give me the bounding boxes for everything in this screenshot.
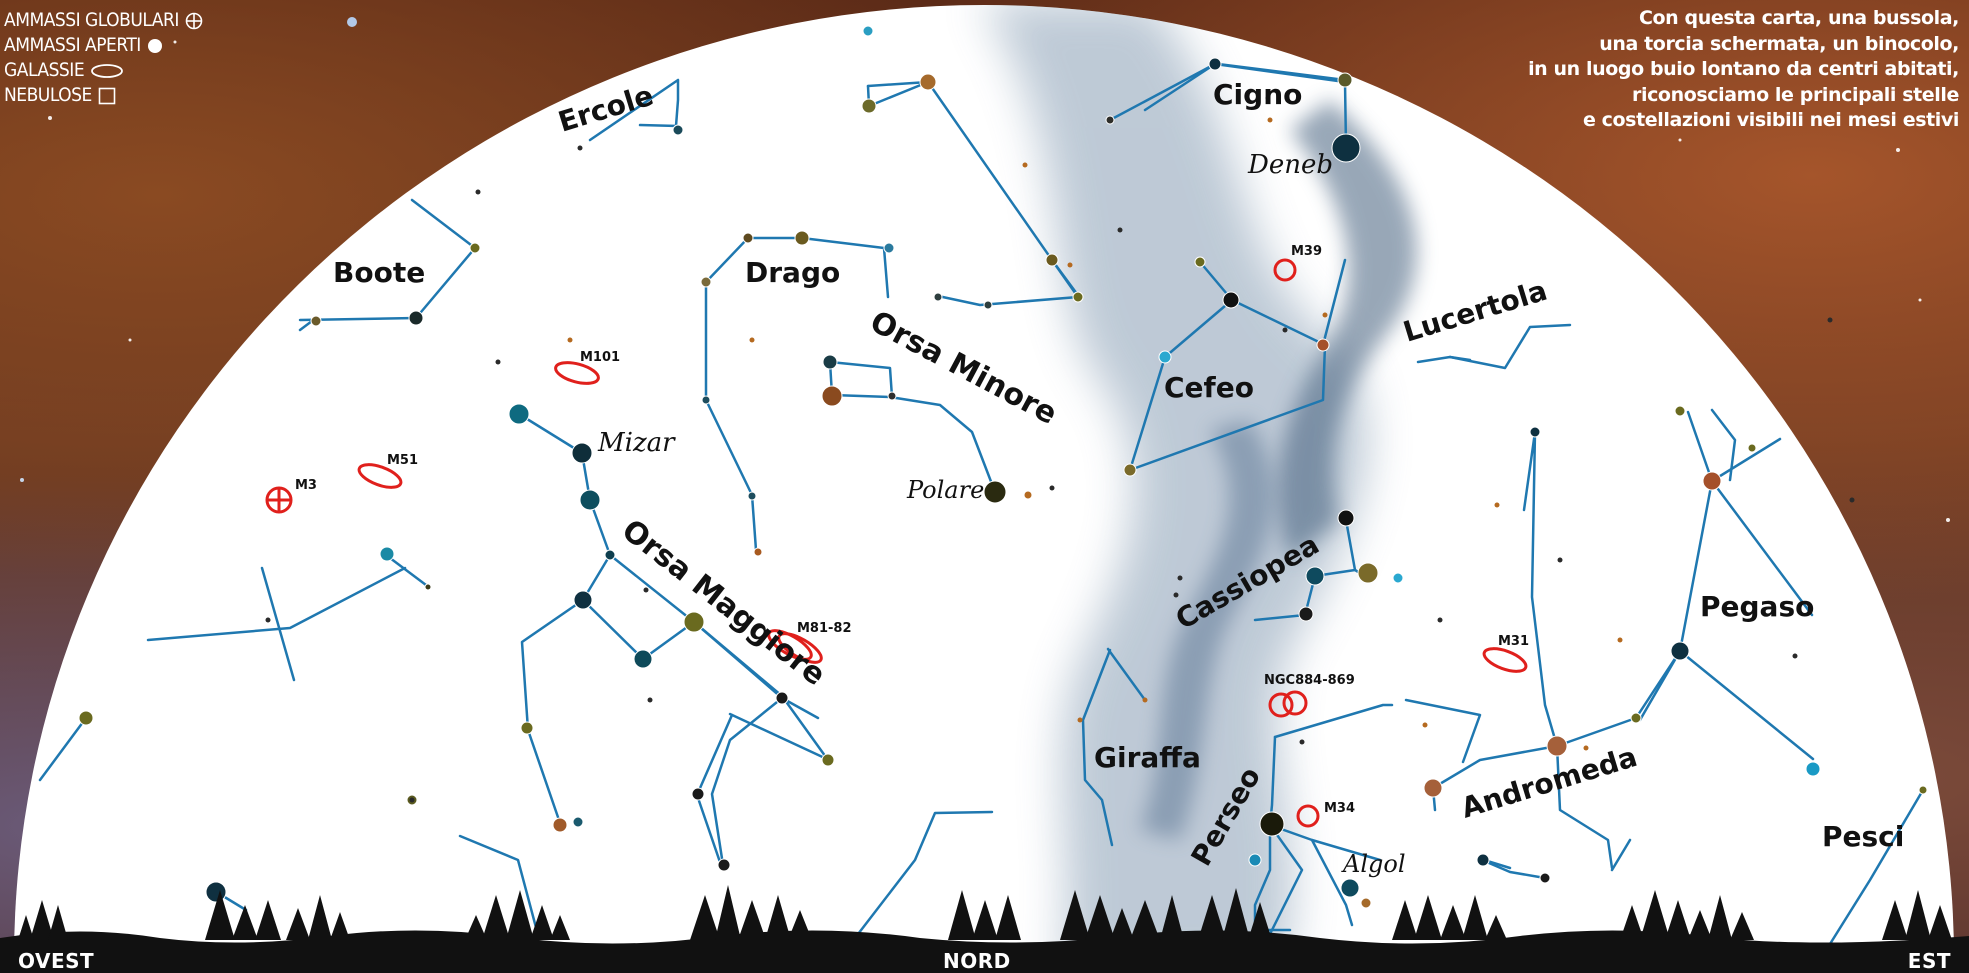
label-drago: Drago [745,256,840,289]
m82-marker [777,632,823,664]
intro-line: in un luogo buio lontano da centri abita… [1528,58,1959,80]
globular-cluster-icon [185,12,203,29]
legend-nebulae-label: NEBULOSE [4,84,92,106]
horizon-west-label: OVEST [18,949,95,973]
legend: AMMASSI GLOBULARI AMMASSI APERTI GALASSI… [4,8,203,108]
label-cigno: Cigno [1213,78,1302,111]
label-m81-82: M81-82 [797,621,852,636]
horizon-silhouette [0,930,1969,973]
ngc884-marker [1268,692,1294,718]
tree-silhouettes [18,885,1952,940]
label-ngc884-869: NGC884-869 [1264,673,1355,688]
m3-marker [265,486,293,514]
nebula-icon [98,87,116,104]
label-cefeo: Cefeo [1164,371,1254,404]
label-m39: M39 [1291,244,1322,259]
intro-line: Con questa carta, una bussola, [1638,7,1959,29]
label-m3: M3 [295,478,317,493]
label-pegaso: Pegaso [1700,590,1814,623]
milky-way [980,5,1417,960]
intro-line: una torcia schermata, un binocolo, [1599,32,1959,55]
galaxy-icon [91,63,124,78]
intro-line: riconosciamo le principali stelle [1631,83,1959,106]
ngc869-marker [1282,690,1308,716]
label-m51: M51 [387,453,418,468]
m101-marker [554,361,600,385]
label-deneb: Deneb [1247,150,1333,180]
intro-line: e costellazioni visibili nei mesi estivi [1582,109,1959,131]
intro-text: Con questa carta, una bussola, una torci… [1439,6,1959,134]
faint-stars [265,95,1855,803]
label-boote: Boote [333,256,425,289]
m31-marker [1482,647,1528,673]
sky-dome [14,5,1954,960]
label-algol: Algol [1341,850,1406,878]
label-mizar: Mizar [597,428,676,458]
legend-open-label: AMMASSI APERTI [4,34,141,56]
label-giraffa: Giraffa [1094,741,1201,774]
legend-globular-label: AMMASSI GLOBULARI [4,9,179,31]
star-names: Deneb Mizar Polare Algol [597,150,1406,878]
legend-galaxies: GALASSIE [4,58,203,83]
label-polare: Polare [906,476,984,504]
object-labels: M101 M51 M3 M39 M81-82 NGC884-869 M31 M3… [295,244,1529,816]
horizon-east-label: EST [1907,949,1951,973]
stars [78,25,1928,909]
m51-marker [357,463,403,489]
legend-galaxies-label: GALASSIE [4,59,85,81]
legend-open: AMMASSI APERTI [4,33,203,58]
m39-marker [1273,258,1297,282]
m81-marker [767,629,813,661]
label-m34: M34 [1324,801,1355,816]
label-m101: M101 [580,350,620,365]
legend-globular: AMMASSI GLOBULARI [4,8,203,33]
deep-sky-markers [265,258,1528,828]
m34-marker [1296,804,1320,828]
label-pesci: Pesci [1822,820,1904,853]
label-m31: M31 [1498,634,1529,649]
legend-nebulae: NEBULOSE [4,83,203,108]
open-cluster-icon [147,38,162,53]
horizon-north-label: NORD [943,949,1011,973]
